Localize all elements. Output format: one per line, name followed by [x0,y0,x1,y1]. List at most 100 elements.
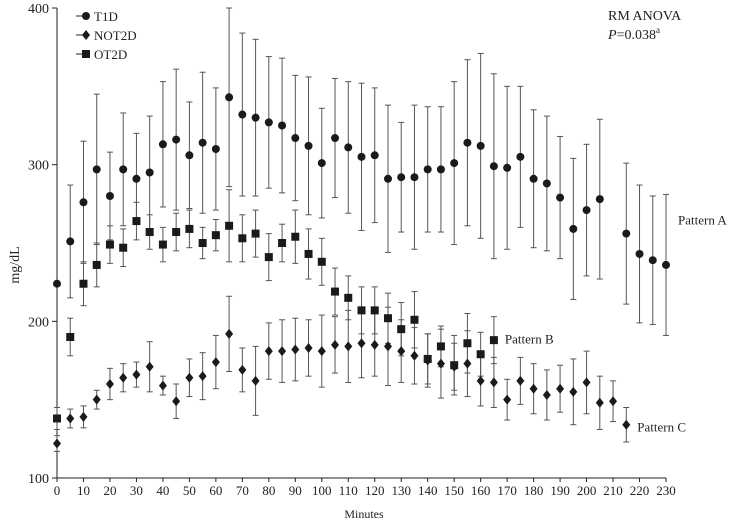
t1d-point [622,229,631,238]
legend-item-not2d: NOT2D [76,28,137,43]
t1d-point [542,179,551,188]
ot2d-point [383,314,392,323]
t1d-point [158,140,167,149]
t1d-point [476,141,485,150]
legend-label: T1D [94,9,118,24]
not2d-point [622,419,631,430]
not2d-point [595,397,604,408]
not2d-point [158,380,167,391]
t1d-point [410,173,419,182]
x-tick-label: 80 [262,483,275,498]
not2d-point [410,350,419,361]
not2d-point [251,375,260,386]
x-tick-label: 0 [54,483,61,498]
x-tick-label: 100 [312,483,332,498]
ot2d-point [172,228,181,237]
legend-item-ot2d: OT2D [76,47,127,62]
t1d-point [92,165,101,174]
t1d-point [556,193,565,202]
not2d-point [132,369,141,380]
t1d-point [344,143,353,152]
not2d-point [145,361,154,372]
t1d-point [489,162,498,171]
t1d-point [238,110,247,119]
ot2d-point [463,339,472,348]
legend-marker-ot2d [82,50,90,58]
t1d-point [145,168,154,177]
not2d-point [582,377,591,388]
ot2d-point [105,240,114,249]
not2d-point [476,375,485,386]
t1d-point [225,93,234,102]
ot2d-point [476,350,485,359]
ot2d-point [317,257,326,266]
x-tick-label: 30 [130,483,143,498]
ot2d-point [304,249,313,258]
not2d-point [304,342,313,353]
x-tick-label: 190 [550,483,570,498]
anova-p-letter: P [607,28,617,43]
anova-title: RM ANOVA [608,9,682,24]
ot2d-point [158,240,167,249]
t1d-point [516,152,525,161]
ot2d-point [225,221,234,230]
t1d-point [582,206,591,215]
ot2d-point [397,325,406,334]
x-tick-label: 170 [497,483,517,498]
ot2d-point [264,253,273,262]
ot2d-point [53,414,61,423]
ot2d-point [331,287,340,296]
ot2d-point [450,361,459,370]
not2d-point [556,383,565,394]
t1d-point [569,224,578,233]
x-tick-label: 120 [365,483,385,498]
not2d-point [397,346,406,357]
data-markers [53,93,670,449]
x-tick-label: 210 [603,483,623,498]
x-tick-label: 110 [339,483,358,498]
anova-p-number: =0.038 [617,28,656,43]
t1d-point [383,174,392,183]
ot2d-point [357,306,366,315]
x-tick-label: 150 [444,483,464,498]
ot2d-point [238,234,247,243]
legend-item-t1d: T1D [76,9,118,24]
not2d-point [436,358,445,369]
t1d-point [357,152,366,161]
t1d-point [132,174,141,183]
t1d-point [304,141,313,150]
not2d-point [357,338,366,349]
x-tick-label: 50 [183,483,196,498]
ot2d-point [436,342,445,351]
pattern-labels: Pattern A Pattern B Pattern C [505,213,727,435]
ot2d-point [132,217,141,226]
legend: T1D NOT2D OT2D [76,9,137,62]
x-tick-label: 140 [418,483,438,498]
not2d-point [53,438,61,449]
x-tick-label: 40 [156,483,169,498]
t1d-point [291,134,300,143]
x-tick-label: 180 [524,483,544,498]
x-axis-label: Minutes [344,507,384,521]
t1d-point [529,174,538,183]
not2d-point [529,383,538,394]
t1d-point [66,237,75,246]
ot2d-point [423,354,432,363]
x-tick-label: 220 [630,483,650,498]
pattern-label-a: Pattern A [678,213,727,228]
not2d-point [119,372,128,383]
anova-annotation: RM ANOVA P=0.038a [607,9,682,43]
not2d-point [609,396,618,407]
t1d-point [397,173,406,182]
not2d-point [569,386,578,397]
ot2d-point [198,239,207,247]
t1d-point [185,151,194,160]
y-tick-label: 300 [28,159,49,174]
not2d-point [105,379,114,389]
t1d-point [317,159,326,168]
not2d-point [317,346,326,357]
legend-label: OT2D [94,47,127,62]
t1d-point [436,165,445,174]
t1d-point [278,121,287,130]
not2d-point [489,377,498,388]
